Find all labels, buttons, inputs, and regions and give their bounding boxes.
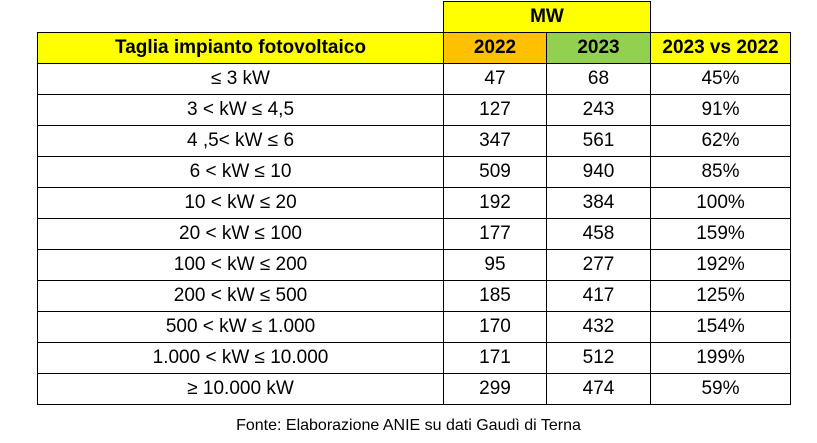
size-cell: 6 < kW ≤ 10	[37, 156, 444, 188]
table-row: 1.000 < kW ≤ 10.000 171 512 199%	[37, 342, 791, 374]
value-2023-cell: 940	[546, 156, 651, 188]
table-row: 200 < kW ≤ 500 185 417 125%	[37, 280, 791, 312]
column-header-row: Taglia impianto fotovoltaico 2022 2023 2…	[37, 32, 791, 64]
size-cell: 4 ,5< kW ≤ 6	[37, 125, 444, 157]
delta-cell: 100%	[650, 187, 791, 219]
value-2023-cell: 561	[546, 125, 651, 157]
value-2023-cell: 432	[546, 311, 651, 343]
value-2022-cell: 509	[443, 156, 547, 188]
value-2023-cell: 384	[546, 187, 651, 219]
empty-header-cell	[650, 1, 791, 33]
size-cell: 20 < kW ≤ 100	[37, 218, 444, 250]
delta-cell: 154%	[650, 311, 791, 343]
delta-cell: 125%	[650, 280, 791, 312]
table-row: 6 < kW ≤ 10 509 940 85%	[37, 156, 791, 188]
column-header-2023: 2023	[546, 32, 651, 64]
size-cell: 100 < kW ≤ 200	[37, 249, 444, 281]
size-cell: ≥ 10.000 kW	[37, 373, 444, 405]
delta-cell: 159%	[650, 218, 791, 250]
value-2022-cell: 127	[443, 94, 547, 126]
value-2023-cell: 512	[546, 342, 651, 374]
delta-cell: 45%	[650, 63, 791, 95]
value-2022-cell: 171	[443, 342, 547, 374]
table-row: ≤ 3 kW 47 68 45%	[37, 63, 791, 95]
table-row: ≥ 10.000 kW 299 474 59%	[37, 373, 791, 405]
value-2022-cell: 95	[443, 249, 547, 281]
value-2023-cell: 243	[546, 94, 651, 126]
delta-cell: 62%	[650, 125, 791, 157]
value-2022-cell: 47	[443, 63, 547, 95]
table-row: 4 ,5< kW ≤ 6 347 561 62%	[37, 125, 791, 157]
delta-cell: 85%	[650, 156, 791, 188]
size-cell: 500 < kW ≤ 1.000	[37, 311, 444, 343]
table-row: 10 < kW ≤ 20 192 384 100%	[37, 187, 791, 219]
value-2023-cell: 277	[546, 249, 651, 281]
table-row: 20 < kW ≤ 100 177 458 159%	[37, 218, 791, 250]
pv-capacity-table: MW Taglia impianto fotovoltaico 2022 202…	[37, 1, 791, 405]
mw-group-header: MW	[443, 1, 651, 33]
delta-cell: 199%	[650, 342, 791, 374]
column-header-delta: 2023 vs 2022	[650, 32, 791, 64]
value-2023-cell: 474	[546, 373, 651, 405]
table-row: 100 < kW ≤ 200 95 277 192%	[37, 249, 791, 281]
size-cell: 10 < kW ≤ 20	[37, 187, 444, 219]
group-header-row: MW	[37, 1, 791, 33]
value-2022-cell: 170	[443, 311, 547, 343]
value-2022-cell: 347	[443, 125, 547, 157]
size-cell: 3 < kW ≤ 4,5	[37, 94, 444, 126]
delta-cell: 91%	[650, 94, 791, 126]
source-note: Fonte: Elaborazione ANIE su dati Gaudì d…	[236, 417, 581, 434]
table-row: 500 < kW ≤ 1.000 170 432 154%	[37, 311, 791, 343]
delta-cell: 192%	[650, 249, 791, 281]
size-cell: 1.000 < kW ≤ 10.000	[37, 342, 444, 374]
size-cell: ≤ 3 kW	[37, 63, 444, 95]
column-header-2022: 2022	[443, 32, 547, 64]
delta-cell: 59%	[650, 373, 791, 405]
value-2022-cell: 299	[443, 373, 547, 405]
value-2022-cell: 185	[443, 280, 547, 312]
size-cell: 200 < kW ≤ 500	[37, 280, 444, 312]
column-header-size: Taglia impianto fotovoltaico	[37, 32, 444, 64]
value-2023-cell: 458	[546, 218, 651, 250]
empty-header-cell	[37, 1, 444, 33]
value-2023-cell: 68	[546, 63, 651, 95]
value-2022-cell: 192	[443, 187, 547, 219]
value-2022-cell: 177	[443, 218, 547, 250]
table-row: 3 < kW ≤ 4,5 127 243 91%	[37, 94, 791, 126]
value-2023-cell: 417	[546, 280, 651, 312]
